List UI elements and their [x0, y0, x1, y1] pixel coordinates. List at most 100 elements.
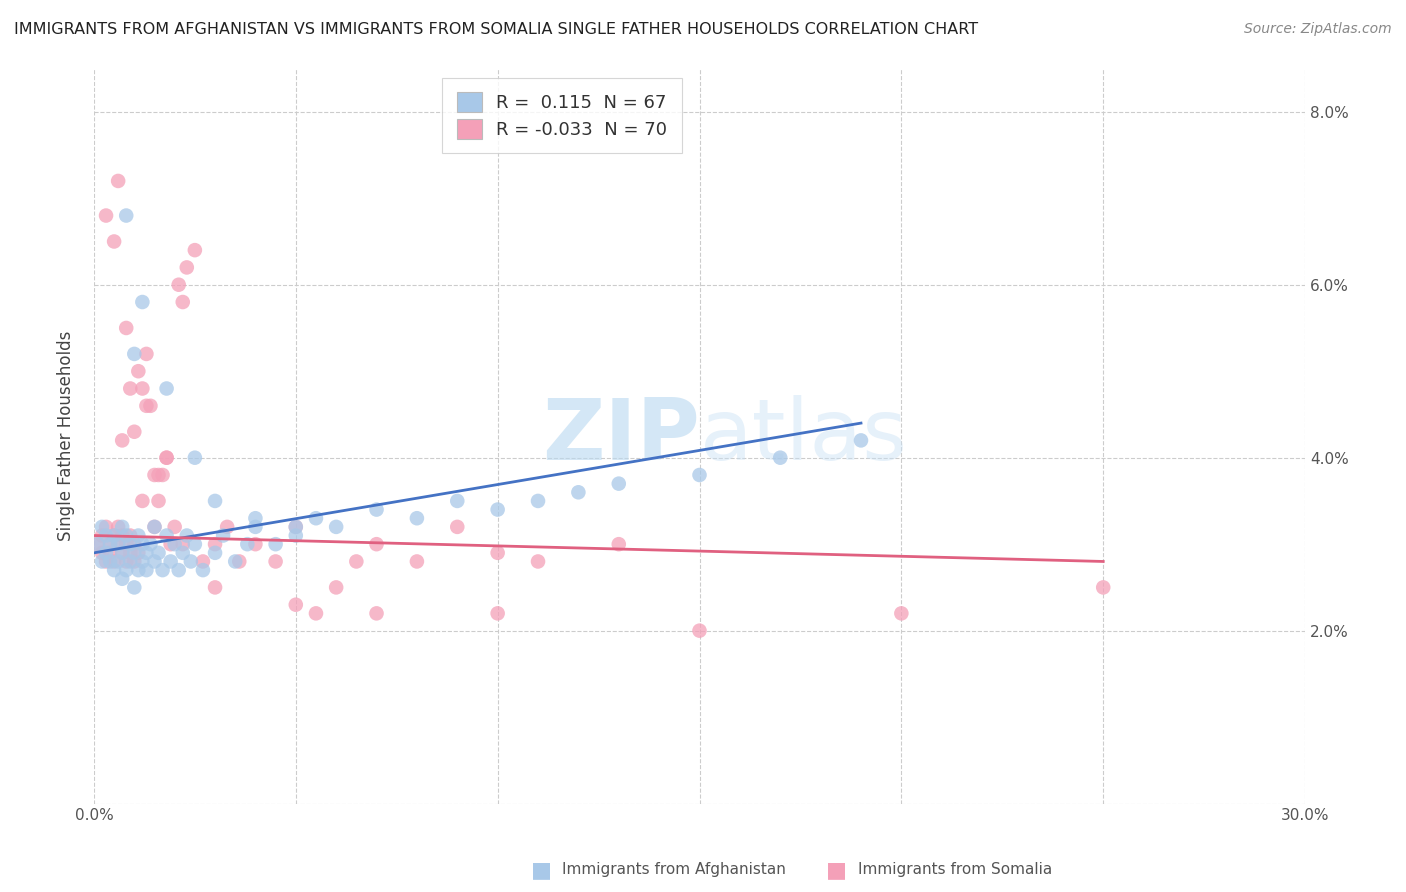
Point [98, 554, 121, 568]
Point [769, 450, 792, 465]
Point [344, 554, 367, 568]
Point [131, 537, 153, 551]
Text: Immigrants from Afghanistan: Immigrants from Afghanistan [562, 863, 786, 877]
Text: ZIP: ZIP [541, 394, 700, 477]
Point [527, 554, 550, 568]
Point [131, 554, 153, 568]
Point [264, 537, 287, 551]
Point [245, 511, 267, 525]
Point [94, 520, 117, 534]
Point [567, 485, 589, 500]
Point [264, 554, 287, 568]
Point [406, 554, 429, 568]
Point [305, 607, 328, 621]
Point [127, 528, 149, 542]
Point [103, 554, 125, 568]
Point [607, 476, 630, 491]
Point [180, 554, 202, 568]
Point [115, 563, 138, 577]
Point [124, 546, 146, 560]
Point [91, 520, 114, 534]
Point [98, 537, 121, 551]
Point [167, 563, 190, 577]
Point [115, 528, 138, 542]
Point [148, 494, 170, 508]
Text: ■: ■ [827, 860, 846, 880]
Point [284, 520, 307, 534]
Point [366, 502, 388, 516]
Point [163, 537, 186, 551]
Point [143, 520, 166, 534]
Point [107, 537, 129, 551]
Point [228, 554, 250, 568]
Point [111, 546, 134, 560]
Point [131, 494, 153, 508]
Point [486, 502, 509, 516]
Point [849, 434, 872, 448]
Point [224, 554, 246, 568]
Point [204, 537, 226, 551]
Point [94, 209, 117, 223]
Point [184, 537, 207, 551]
Point [124, 425, 146, 439]
Point [139, 399, 162, 413]
Point [94, 554, 117, 568]
Legend: R =  0.115  N = 67, R = -0.033  N = 70: R = 0.115 N = 67, R = -0.033 N = 70 [441, 78, 682, 153]
Point [120, 554, 142, 568]
Point [607, 537, 630, 551]
Point [284, 528, 307, 542]
Point [148, 467, 170, 482]
Point [143, 467, 166, 482]
Text: ■: ■ [531, 860, 551, 880]
Point [176, 260, 198, 275]
Point [107, 174, 129, 188]
Point [111, 546, 134, 560]
Point [91, 546, 114, 560]
Point [103, 528, 125, 542]
Point [87, 537, 110, 551]
Point [184, 450, 207, 465]
Point [120, 537, 142, 551]
Point [159, 554, 181, 568]
Point [689, 624, 711, 638]
Point [107, 554, 129, 568]
Point [91, 554, 114, 568]
Point [284, 598, 307, 612]
Point [890, 607, 912, 621]
Point [135, 563, 157, 577]
Point [172, 546, 194, 560]
Point [120, 382, 142, 396]
Point [111, 434, 134, 448]
Point [486, 607, 509, 621]
Point [172, 537, 194, 551]
Point [127, 546, 149, 560]
Point [406, 511, 429, 525]
Point [135, 347, 157, 361]
Point [284, 520, 307, 534]
Point [139, 537, 162, 551]
Point [155, 450, 177, 465]
Y-axis label: Single Father Households: Single Father Households [58, 331, 75, 541]
Point [124, 554, 146, 568]
Point [131, 295, 153, 310]
Point [217, 520, 239, 534]
Point [689, 467, 711, 482]
Point [155, 450, 177, 465]
Point [98, 537, 121, 551]
Point [120, 546, 142, 560]
Point [204, 494, 226, 508]
Point [124, 537, 146, 551]
Point [366, 537, 388, 551]
Point [486, 546, 509, 560]
Point [446, 494, 468, 508]
Point [120, 528, 142, 542]
Point [148, 546, 170, 560]
Point [527, 494, 550, 508]
Point [135, 399, 157, 413]
Text: atlas: atlas [700, 394, 907, 477]
Point [107, 537, 129, 551]
Point [152, 563, 174, 577]
Point [124, 581, 146, 595]
Point [155, 382, 177, 396]
Point [143, 520, 166, 534]
